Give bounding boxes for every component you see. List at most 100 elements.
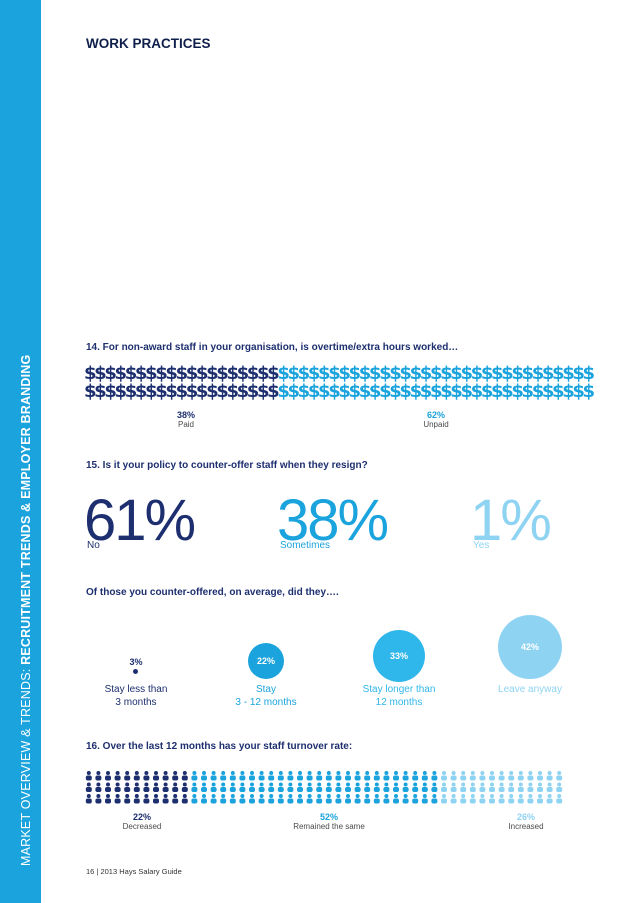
dollar-icon: $$$$$$$$$$$$$$$$$$$$$$$$$$$$$$$ bbox=[277, 363, 595, 384]
person-icon bbox=[412, 771, 419, 781]
person-icon bbox=[393, 782, 399, 792]
person-icon bbox=[162, 794, 169, 804]
person-icon bbox=[469, 771, 476, 781]
person-icon bbox=[450, 771, 457, 781]
person-icon bbox=[306, 771, 313, 781]
person-icon bbox=[85, 794, 92, 804]
person-icon bbox=[412, 782, 419, 792]
person-icon bbox=[431, 782, 438, 792]
person-icon bbox=[153, 794, 159, 804]
person-icon bbox=[143, 782, 150, 792]
sidebar-title: MARKET OVERVIEW & TRENDS: RECRUITMENT TR… bbox=[19, 355, 33, 866]
person-icon bbox=[306, 782, 313, 792]
person-icon bbox=[460, 771, 467, 781]
person-icon bbox=[441, 794, 447, 804]
person-icon bbox=[364, 794, 371, 804]
outcome-1-percent: 3% bbox=[129, 657, 143, 667]
person-icon bbox=[364, 771, 371, 781]
dollar-icon: $$$$$$$$$$$$$$$$$$$ bbox=[84, 381, 280, 402]
people-pictogram bbox=[85, 771, 563, 804]
person-icon bbox=[95, 771, 102, 781]
person-icon bbox=[297, 782, 303, 792]
person-icon bbox=[469, 782, 476, 792]
person-icon bbox=[143, 771, 150, 781]
person-icon bbox=[450, 794, 457, 804]
question-16: 16. Over the last 12 months has your sta… bbox=[86, 741, 353, 752]
person-icon bbox=[335, 794, 342, 804]
person-icon bbox=[354, 771, 361, 781]
person-icon bbox=[431, 771, 438, 781]
person-icon bbox=[537, 782, 543, 792]
outcome-2-label: Stay 3 - 12 months bbox=[216, 683, 316, 709]
outcome-3-label: Stay longer than 12 months bbox=[347, 683, 451, 709]
person-icon bbox=[114, 794, 121, 804]
person-icon bbox=[508, 771, 515, 781]
person-icon bbox=[546, 771, 553, 781]
answer-sometimes-label: Sometimes bbox=[280, 540, 331, 551]
person-icon bbox=[479, 794, 486, 804]
person-icon bbox=[268, 794, 275, 804]
person-icon bbox=[191, 794, 198, 804]
outcome-1-label-line1: Stay less than bbox=[104, 684, 168, 695]
person-icon bbox=[421, 782, 428, 792]
outcome-4-label: Leave anyway bbox=[480, 683, 580, 696]
person-icon bbox=[479, 782, 486, 792]
person-icon bbox=[537, 771, 543, 781]
outcome-4-percent: 42% bbox=[520, 642, 539, 652]
person-icon bbox=[181, 771, 188, 781]
outcome-3-percent: 33% bbox=[389, 651, 408, 661]
outcome-1-bubble bbox=[133, 669, 138, 674]
person-icon bbox=[258, 771, 265, 781]
person-icon bbox=[364, 782, 371, 792]
person-icon bbox=[277, 782, 284, 792]
person-icon bbox=[546, 794, 553, 804]
person-icon bbox=[527, 771, 534, 781]
person-icon bbox=[287, 794, 294, 804]
person-icon bbox=[201, 794, 207, 804]
person-icon bbox=[460, 794, 467, 804]
person-icon bbox=[297, 771, 303, 781]
person-icon bbox=[373, 782, 380, 792]
answer-yes-percent: 1% bbox=[470, 488, 552, 553]
answer-yes: 1% Yes bbox=[470, 488, 552, 553]
person-icon bbox=[210, 771, 217, 781]
person-icon bbox=[354, 782, 361, 792]
person-icon bbox=[335, 782, 342, 792]
answer-yes-label: Yes bbox=[473, 540, 490, 551]
person-icon bbox=[325, 771, 332, 781]
person-icon bbox=[517, 771, 524, 781]
person-icon bbox=[143, 794, 150, 804]
person-icon bbox=[345, 782, 351, 792]
outcome-2-label-line2: 3 - 12 months bbox=[235, 697, 297, 708]
person-icon bbox=[133, 782, 140, 792]
person-icon bbox=[249, 782, 255, 792]
person-icon bbox=[373, 794, 380, 804]
outcome-1-label-line2: 3 months bbox=[115, 697, 157, 708]
outcome-2-percent: 22% bbox=[256, 656, 275, 666]
outcome-2-bubble: 22% bbox=[248, 643, 284, 679]
footer: 16 | 2013 Hays Salary Guide bbox=[86, 867, 182, 876]
person-icon bbox=[268, 782, 275, 792]
person-icon bbox=[556, 794, 563, 804]
answer-no-percent: 61% bbox=[84, 488, 196, 553]
outcome-3-label-line1: Stay longer than bbox=[362, 684, 436, 695]
person-icon bbox=[258, 782, 265, 792]
person-icon bbox=[498, 771, 505, 781]
page-heading: WORK PRACTICES bbox=[86, 36, 211, 51]
person-icon bbox=[220, 771, 227, 781]
person-icon bbox=[316, 771, 323, 781]
person-icon bbox=[124, 782, 131, 792]
person-icon bbox=[402, 771, 409, 781]
person-icon bbox=[335, 771, 342, 781]
person-icon bbox=[133, 794, 140, 804]
dollar-row-2: $$$$$$$$$$$$$$$$$$$$$$$$$$$$$$$$$$$$$$$$… bbox=[84, 381, 595, 402]
person-icon bbox=[287, 782, 294, 792]
person-icon bbox=[517, 782, 524, 792]
person-icon bbox=[316, 782, 323, 792]
person-icon bbox=[162, 771, 169, 781]
outcome-3-bubble: 33% bbox=[373, 630, 425, 682]
person-icon bbox=[489, 794, 495, 804]
answer-sometimes: 38% Sometimes bbox=[277, 492, 389, 552]
outcome-4-label-line1: Leave anyway bbox=[498, 684, 562, 695]
person-icon bbox=[373, 771, 380, 781]
